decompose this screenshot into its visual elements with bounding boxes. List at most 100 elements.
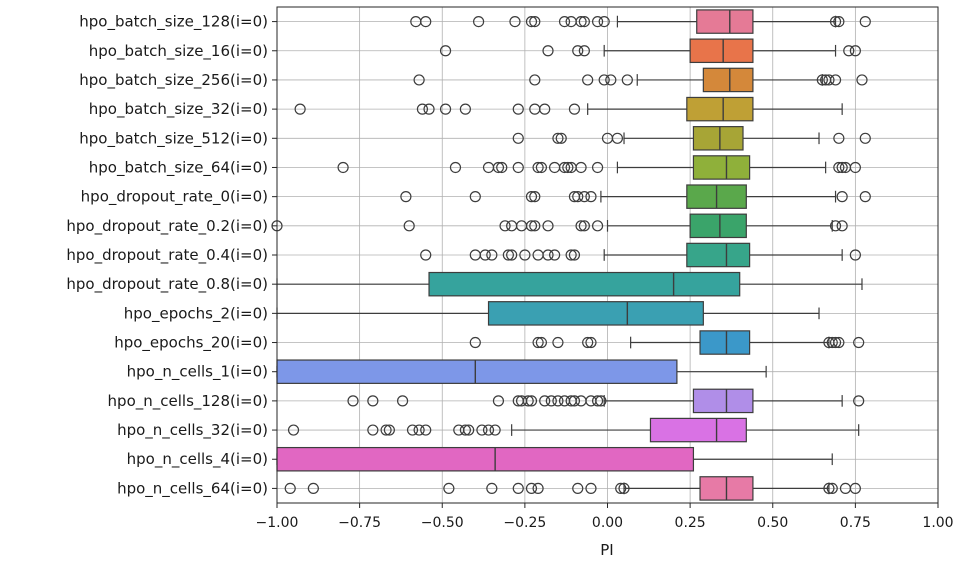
outlier-point	[287, 424, 300, 436]
outlier-point	[591, 161, 604, 174]
x-tick-label: 1.00	[922, 515, 953, 531]
box-series	[294, 96, 843, 122]
outlier-point	[578, 220, 590, 232]
iqr-box	[487, 301, 704, 326]
y-category-label: hpo_batch_size_64(i=0)	[89, 158, 268, 177]
outlier-point	[578, 191, 590, 203]
outlier-point	[473, 15, 485, 28]
outlier-point	[829, 220, 842, 232]
outlier-point	[509, 15, 521, 28]
boxes	[271, 9, 871, 501]
outlier-point	[486, 482, 498, 495]
outlier-point	[294, 103, 306, 115]
outlier-point	[529, 220, 541, 232]
outlier-point	[582, 74, 594, 86]
outlier-point	[615, 482, 627, 495]
outlier-point	[439, 45, 452, 57]
y-category-label: hpo_epochs_2(i=0)	[124, 304, 268, 323]
outlier-point	[396, 395, 409, 407]
box-series	[400, 184, 871, 209]
outlier-point	[403, 220, 415, 232]
outlier-point	[568, 395, 581, 407]
outlier-point	[492, 395, 505, 407]
x-tick-label: 0.25	[675, 515, 706, 531]
outlier-point	[836, 191, 848, 203]
outlier-point	[836, 161, 848, 174]
outlier-point	[843, 45, 855, 57]
outlier-point	[562, 161, 574, 174]
y-category-label: hpo_n_cells_32(i=0)	[117, 421, 268, 440]
outlier-point	[420, 15, 432, 28]
outlier-point	[595, 395, 607, 407]
iqr-box	[276, 446, 695, 472]
outlier-point	[611, 132, 624, 144]
y-category-label: hpo_batch_size_16(i=0)	[89, 42, 268, 61]
outlier-point	[439, 103, 452, 115]
outlier-point	[367, 395, 379, 407]
y-category-label: hpo_batch_size_32(i=0)	[89, 100, 268, 119]
outlier-point	[525, 15, 538, 28]
outlier-point	[849, 161, 861, 174]
outlier-point	[578, 15, 590, 28]
x-tick-label: 0.00	[592, 515, 623, 531]
iqr-box	[689, 213, 747, 239]
iqr-box	[696, 9, 754, 34]
outlier-point	[826, 336, 838, 349]
iqr-box	[689, 38, 754, 64]
outlier-point	[859, 191, 871, 203]
y-category-label: hpo_dropout_rate_0.2(i=0)	[66, 217, 268, 236]
outlier-point	[532, 161, 544, 174]
outlier-point	[542, 45, 554, 57]
outlier-point	[605, 74, 617, 86]
outlier-point	[463, 424, 475, 436]
outlier-point	[383, 424, 395, 436]
box-series	[287, 417, 860, 443]
outlier-point	[496, 161, 508, 174]
outlier-point	[380, 424, 392, 436]
outlier-point	[443, 482, 455, 495]
outlier-point	[459, 424, 471, 436]
iqr-box	[686, 96, 754, 122]
outlier-point	[486, 249, 498, 261]
y-category-label: hpo_batch_size_256(i=0)	[79, 71, 268, 90]
outlier-point	[482, 424, 495, 436]
outlier-point	[367, 424, 379, 436]
outlier-point	[525, 482, 538, 495]
outlier-point	[539, 103, 551, 115]
outlier-point	[476, 424, 488, 436]
outlier-point	[512, 103, 524, 115]
outlier-point	[406, 424, 419, 436]
outlier-point	[582, 336, 594, 349]
outlier-point	[853, 336, 865, 349]
outlier-point	[512, 161, 524, 174]
outlier-point	[529, 15, 541, 28]
outlier-point	[542, 220, 554, 232]
outlier-point	[529, 191, 541, 203]
outlier-point	[572, 191, 584, 203]
outlier-point	[829, 336, 842, 349]
x-tick-label: 0.75	[840, 515, 871, 531]
outlier-point	[591, 15, 604, 28]
y-category-label: hpo_batch_size_512(i=0)	[79, 129, 268, 148]
outlier-point	[591, 220, 604, 232]
outlier-point	[337, 161, 349, 174]
outlier-point	[823, 482, 835, 495]
outlier-point	[423, 103, 435, 115]
outlier-point	[849, 45, 861, 57]
box-series	[413, 67, 868, 93]
outlier-point	[816, 74, 828, 86]
outlier-point	[502, 249, 514, 261]
outlier-point	[585, 191, 597, 203]
outlier-point	[555, 132, 567, 144]
outlier-point	[572, 45, 584, 57]
outlier-point	[449, 161, 462, 174]
iqr-box	[692, 155, 751, 180]
x-tick-label: −0.75	[338, 515, 381, 531]
outlier-point	[621, 74, 633, 86]
outlier-point	[545, 395, 557, 407]
iqr-box	[686, 242, 751, 268]
outlier-point	[479, 249, 491, 261]
outlier-point	[535, 336, 548, 349]
outlier-point	[525, 191, 538, 203]
outlier-point	[307, 482, 319, 495]
